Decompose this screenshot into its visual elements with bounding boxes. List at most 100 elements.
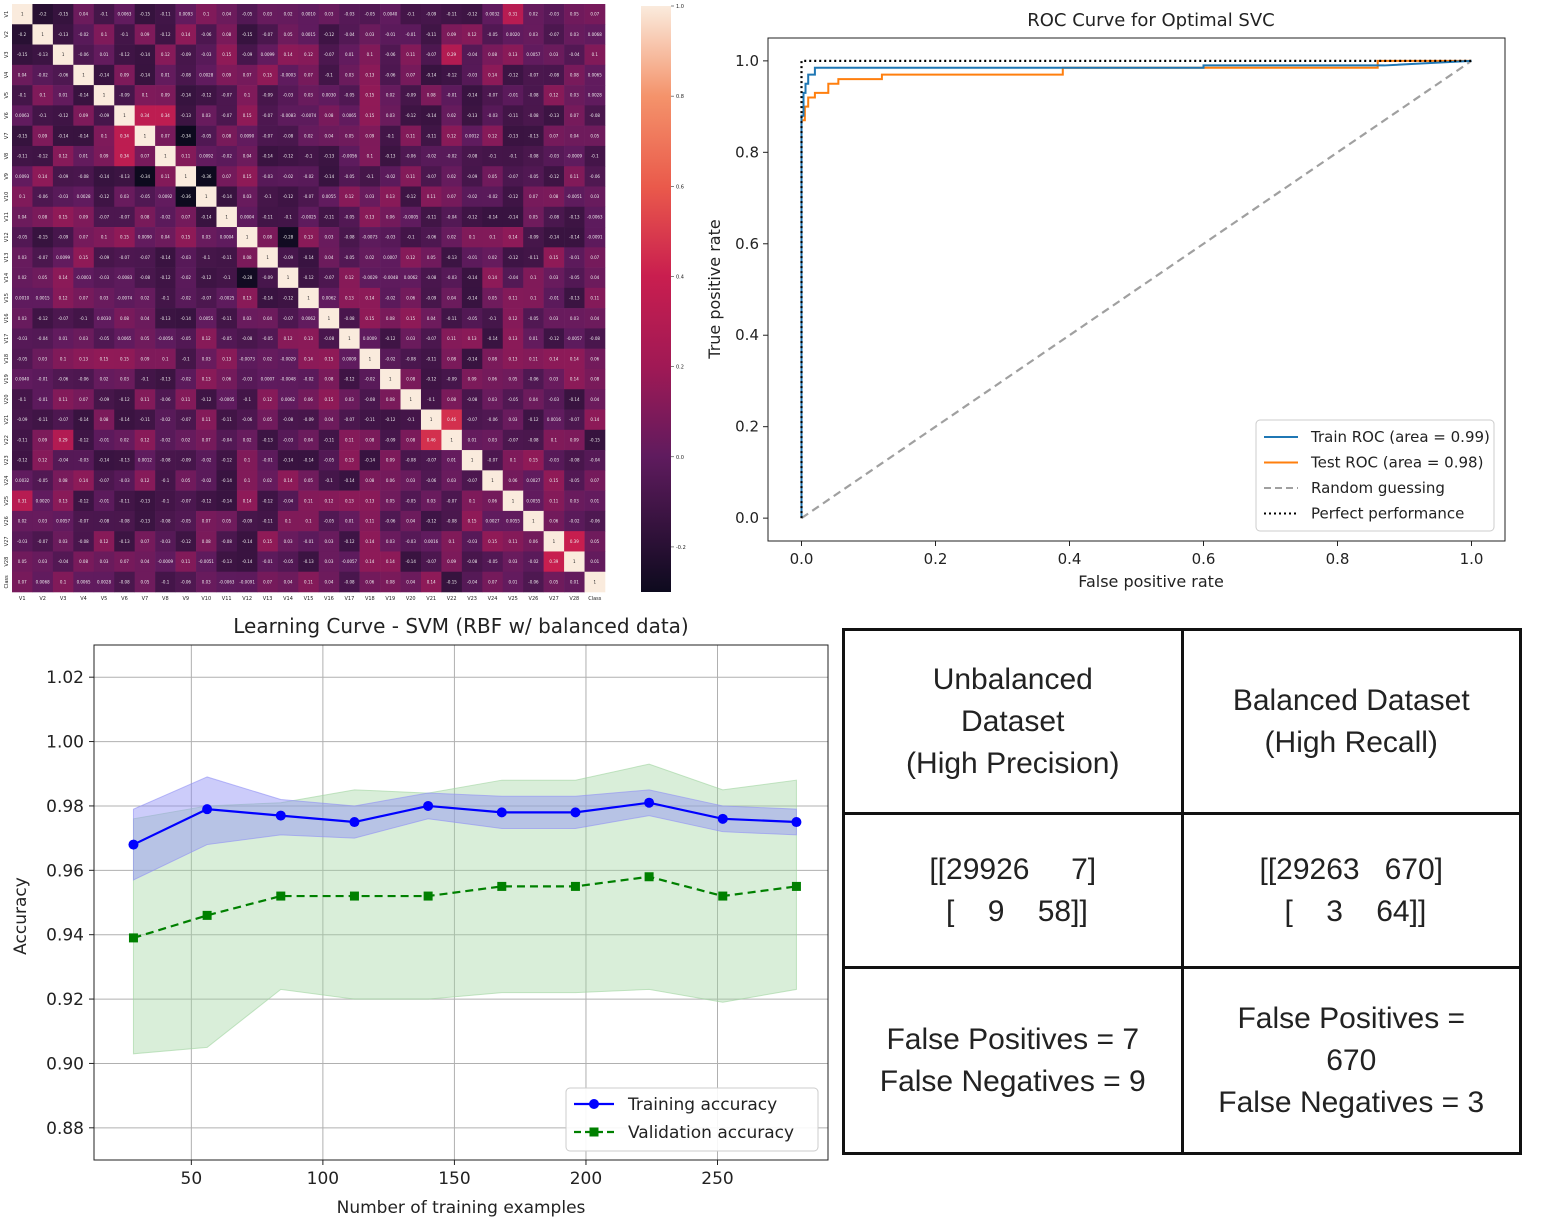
heatmap-cell <box>257 571 279 593</box>
heatmap-cell <box>277 470 299 491</box>
heatmap-cell <box>236 64 258 86</box>
heatmap-cell <box>543 206 565 228</box>
heatmap-cell-label: -0.06 <box>242 417 253 422</box>
heatmap-cell-label: -0.04 <box>37 336 48 341</box>
heatmap-cell-label: -0.08 <box>549 72 560 77</box>
heatmap-cell <box>196 429 217 451</box>
heatmap-cell-label: 0.11 <box>181 154 190 159</box>
heatmap-cell-label: -0.1 <box>161 498 169 503</box>
heatmap-cell <box>155 64 176 86</box>
heatmap-cell <box>175 267 197 289</box>
heatmap-cell <box>400 105 422 126</box>
heatmap-cell-label: 0.0020 <box>36 498 50 503</box>
heatmap-cell-label: 0.0090 <box>240 133 254 138</box>
heatmap-cell-label: -0.12 <box>160 275 171 280</box>
heatmap-cell-label: -0.12 <box>37 154 48 159</box>
heatmap-y-tick-label: V1 <box>4 11 10 18</box>
heatmap-cell <box>523 571 544 593</box>
heatmap-cell-label: -0.0005 <box>219 397 235 402</box>
heatmap-cell <box>73 105 95 126</box>
heatmap-cell-label: -0.01 <box>262 458 273 463</box>
heatmap-cell-label: 0.08 <box>100 417 109 422</box>
heatmap-cell <box>318 450 340 471</box>
heatmap-cell-label: 0.07 <box>18 579 27 584</box>
heatmap-cell <box>380 186 401 208</box>
heatmap-cell-label: 0.14 <box>304 356 313 361</box>
heatmap-cell <box>175 247 197 268</box>
heatmap-cell <box>196 490 217 512</box>
heatmap-cell-label: -0.05 <box>201 133 212 138</box>
heatmap-cell <box>543 64 565 86</box>
heatmap-cell <box>420 490 442 512</box>
heatmap-cell-label: 0.11 <box>447 336 456 341</box>
table-row-header: Unbalanced Dataset (High Precision) Bala… <box>842 628 1522 815</box>
heatmap-cell <box>318 490 340 512</box>
heatmap-cell <box>196 166 217 187</box>
heatmap-cell-label: -0.05 <box>569 275 580 280</box>
heatmap-cell-label: 1 <box>287 275 290 280</box>
heatmap-cell-label: -0.02 <box>181 296 192 301</box>
heatmap-cell-label: -0.02 <box>181 377 192 382</box>
heatmap-cell <box>196 145 217 167</box>
heatmap-cell <box>114 4 135 25</box>
heatmap-cell-label: 1 <box>532 519 535 524</box>
heatmap-cell-label: -0.14 <box>467 296 478 301</box>
heatmap-cell <box>441 510 463 532</box>
heatmap-cell-label: -0.34 <box>140 174 151 179</box>
heatmap-cell-label: 0.15 <box>488 539 497 544</box>
heatmap-cell-label: 0.06 <box>488 498 497 503</box>
heatmap-cell-label: 0.05 <box>284 32 293 37</box>
heatmap-cell <box>114 510 135 532</box>
heatmap-cell <box>298 4 320 25</box>
heatmap-cell-label: 0.13 <box>222 356 231 361</box>
heatmap-cell-label: 0.07 <box>549 133 558 138</box>
heatmap-cell-label: -0.03 <box>283 93 294 98</box>
heatmap-cell-label: -0.05 <box>528 174 539 179</box>
heatmap-cell <box>175 287 197 309</box>
heatmap-cell-label: 0.08 <box>386 579 395 584</box>
heatmap-cell-label: -0.05 <box>487 559 498 564</box>
heatmap-cell <box>298 571 320 593</box>
heatmap-cell-label: 1 <box>573 559 576 564</box>
lc-y-tick-label: 0.96 <box>46 861 84 881</box>
heatmap-cell <box>236 247 258 268</box>
heatmap-cell-label: 0.02 <box>181 437 190 442</box>
heatmap-cell-label: 1 <box>21 12 24 17</box>
heatmap-cell-label: 0.01 <box>570 579 579 584</box>
heatmap-cell-label: -0.1 <box>243 397 251 402</box>
lc-point <box>791 881 801 891</box>
cell-line: 670 <box>1326 1043 1377 1077</box>
heatmap-cell-label: 0.08 <box>243 255 252 260</box>
heatmap-cell-label: 0.05 <box>590 133 599 138</box>
heatmap-cell <box>523 4 544 25</box>
heatmap-cell-label: -0.09 <box>528 235 539 240</box>
heatmap-cell <box>523 267 544 289</box>
heatmap-cell-label: -0.12 <box>426 519 437 524</box>
cell-unbalanced-errors: False Positives = 7 False Negatives = 9 <box>842 966 1184 1155</box>
heatmap-cell <box>216 571 238 593</box>
heatmap-cell-label: 0.0030 <box>322 93 336 98</box>
heatmap-cell-label: -0.12 <box>446 72 457 77</box>
heatmap-cell <box>93 490 115 512</box>
heatmap-cell-label: -0.11 <box>446 12 457 17</box>
heatmap-cell <box>564 227 585 248</box>
heatmap-cell-label: -0.02 <box>365 377 376 382</box>
heatmap-cell <box>93 24 115 45</box>
heatmap-cell <box>339 4 360 25</box>
heatmap-cell <box>523 105 544 126</box>
heatmap-cell-label: 0.04 <box>406 579 415 584</box>
heatmap-cell <box>257 429 279 451</box>
heatmap-cell <box>400 490 422 512</box>
heatmap-cell-label: 0.08 <box>222 133 231 138</box>
heatmap-cell <box>400 510 422 532</box>
heatmap-cell-label: -0.12 <box>99 194 110 199</box>
heatmap-cell-label: 0.04 <box>324 255 333 260</box>
heatmap-cell-label: -0.06 <box>58 72 69 77</box>
heatmap-cell <box>339 24 360 45</box>
heatmap-cell-label: -0.05 <box>140 194 151 199</box>
heatmap-cell-label: -0.13 <box>37 52 48 57</box>
heatmap-cell-label: 0.11 <box>365 519 374 524</box>
heatmap-cell-label: -0.07 <box>446 498 457 503</box>
heatmap-cell-label: -0.07 <box>467 478 478 483</box>
heatmap-cell <box>461 247 483 268</box>
